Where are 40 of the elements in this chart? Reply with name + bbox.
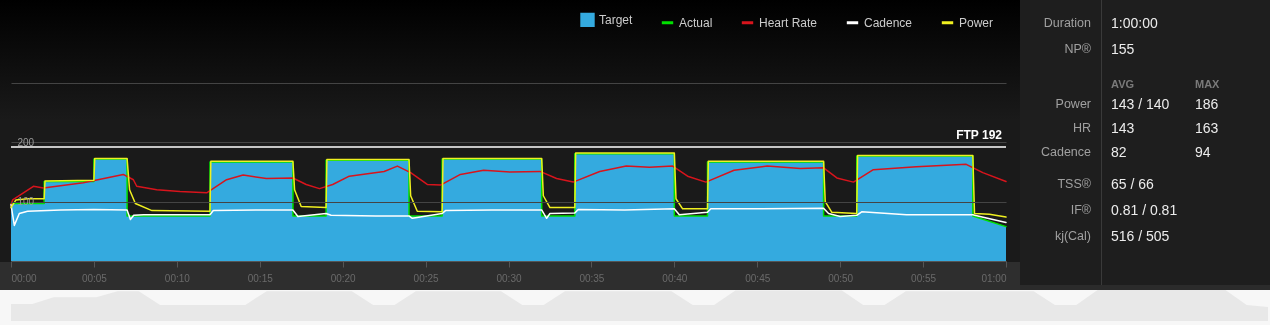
x-tick-label: 00:45 [745, 272, 771, 284]
legend-label: Actual [679, 15, 713, 30]
ref-line-label: FTP 192 [956, 128, 1003, 143]
x-tick-label: 00:40 [662, 272, 688, 284]
text: 0.81 / 0.81 [1111, 202, 1178, 218]
x-tick-label: 00:55 [911, 272, 937, 284]
text: AVG [1111, 77, 1135, 92]
text: IF® [1070, 202, 1091, 218]
y-tick-label: 100 [17, 196, 35, 208]
line-series [10, 163, 1007, 206]
text: 94 [1195, 144, 1211, 160]
x-tick-label: 00:25 [413, 272, 440, 284]
legend-label: Power [959, 15, 994, 30]
y-tick-label: 200 [17, 136, 35, 148]
text: 516 / 505 [1111, 228, 1170, 244]
legend-label: Target [599, 12, 634, 27]
text: kj(Cal) [1054, 228, 1091, 244]
x-tick-label: 00:30 [496, 272, 522, 284]
text: HR [1072, 120, 1091, 136]
text: 143 / 140 [1111, 96, 1170, 112]
text: 1:00:00 [1111, 15, 1158, 31]
text: 65 / 66 [1111, 176, 1154, 192]
legend-label: Heart Rate [759, 15, 818, 30]
x-tick-label: 00:15 [247, 272, 274, 284]
legend-label: Cadence [864, 15, 913, 30]
text: 155 [1111, 41, 1135, 57]
text: NP® [1064, 41, 1091, 57]
line-series [10, 203, 1007, 227]
text: 82 [1111, 144, 1127, 160]
text: MAX [1195, 77, 1220, 92]
text: Power [1055, 96, 1091, 112]
x-tick-label: 00:35 [579, 272, 605, 284]
text: Duration [1043, 15, 1091, 31]
text: Cadence [1040, 144, 1091, 160]
x-tick-label: 00:20 [330, 272, 357, 284]
x-tick-label: 00:10 [164, 272, 191, 284]
text: 186 [1195, 96, 1219, 112]
text: 163 [1195, 120, 1219, 136]
text: TSS® [1057, 176, 1091, 192]
text: 143 [1111, 120, 1135, 136]
